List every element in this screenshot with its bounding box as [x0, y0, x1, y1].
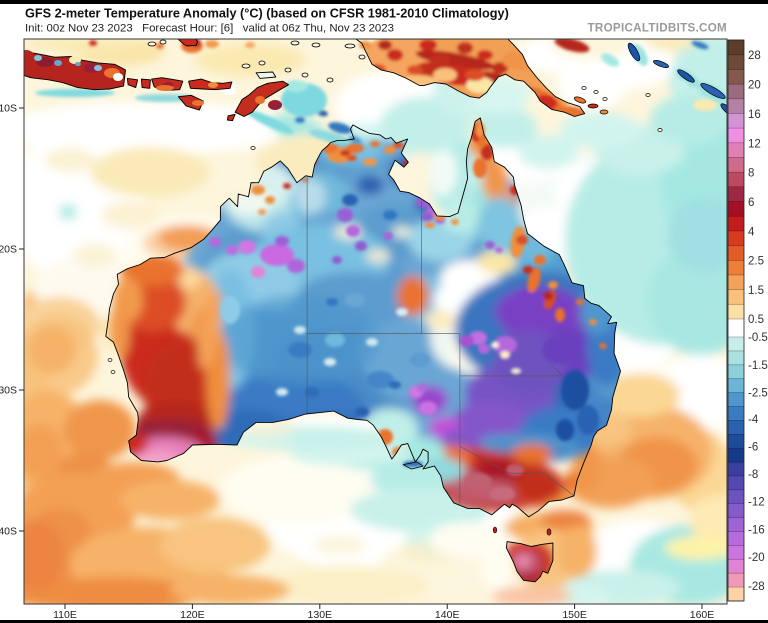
svg-text:0.5: 0.5	[748, 314, 764, 326]
svg-text:130E: 130E	[308, 609, 333, 621]
svg-text:-4: -4	[748, 414, 759, 426]
svg-text:12: 12	[748, 138, 761, 150]
svg-text:110E: 110E	[53, 609, 77, 621]
svg-text:4: 4	[748, 226, 755, 238]
svg-text:150E: 150E	[562, 609, 587, 621]
svg-text:8: 8	[748, 167, 754, 179]
svg-text:20: 20	[748, 79, 761, 91]
svg-text:30S: 30S	[0, 385, 17, 397]
svg-text:-12: -12	[748, 496, 765, 508]
svg-text:TROPICALTIDBITS.COM: TROPICALTIDBITS.COM	[588, 22, 727, 35]
svg-text:GFS 2-meter Temperature Anomal: GFS 2-meter Temperature Anomaly (°C) (ba…	[25, 7, 509, 21]
svg-text:-0.5: -0.5	[748, 332, 768, 344]
svg-text:-16: -16	[748, 524, 765, 536]
svg-text:10S: 10S	[0, 103, 17, 115]
svg-text:16: 16	[748, 109, 761, 121]
svg-text:Init: 00z Nov 23 2023 Foreca: Init: 00z Nov 23 2023 Forecast Hour: [6]…	[25, 23, 394, 35]
svg-text:6: 6	[748, 197, 754, 209]
svg-text:28: 28	[748, 50, 761, 62]
svg-text:140E: 140E	[435, 609, 460, 621]
svg-text:-28: -28	[748, 581, 765, 593]
svg-text:40S: 40S	[0, 526, 17, 538]
svg-text:1.5: 1.5	[748, 285, 764, 297]
svg-text:-2.5: -2.5	[748, 387, 768, 399]
svg-text:-6: -6	[748, 441, 758, 453]
svg-text:-20: -20	[748, 552, 765, 564]
svg-text:120E: 120E	[180, 609, 205, 621]
svg-text:-8: -8	[748, 469, 758, 481]
svg-text:-1.5: -1.5	[748, 360, 768, 372]
svg-text:160E: 160E	[690, 609, 715, 621]
svg-text:20S: 20S	[0, 244, 17, 256]
svg-text:2.5: 2.5	[748, 255, 764, 267]
